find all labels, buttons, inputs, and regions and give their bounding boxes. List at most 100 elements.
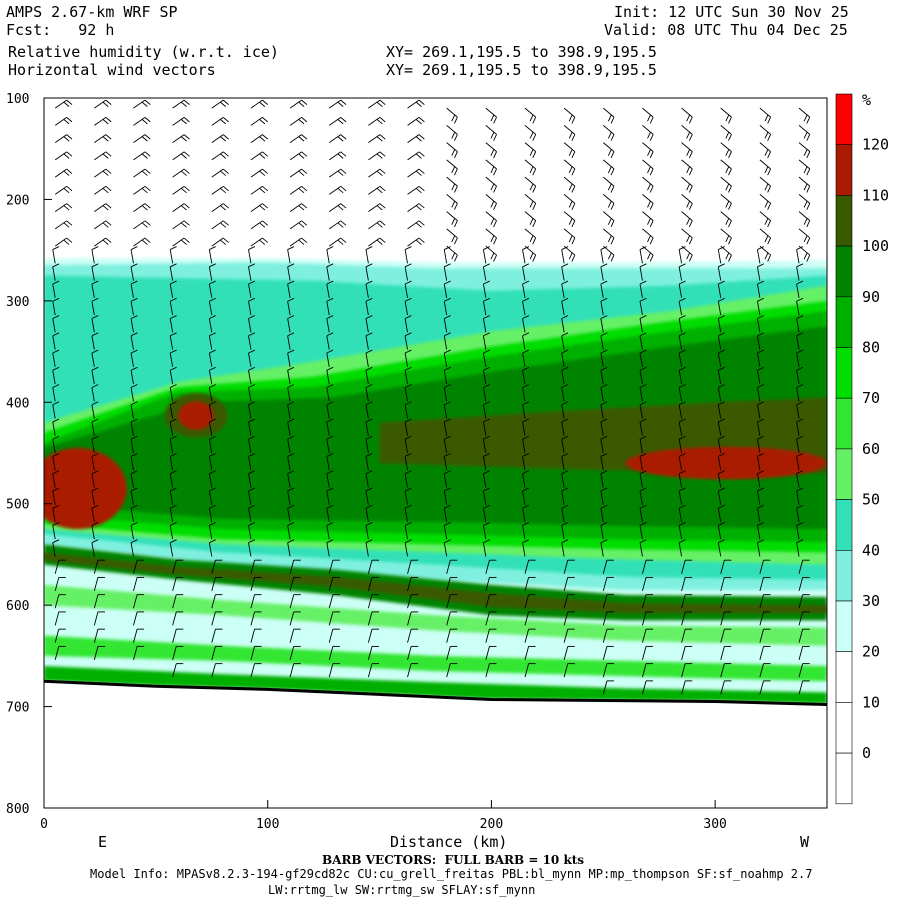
wind-barb-flag (287, 332, 295, 337)
wind-barb-flag (444, 384, 451, 388)
wind-barb-flag (610, 254, 615, 262)
wind-barb-flag (678, 332, 686, 337)
wind-barb (639, 542, 643, 557)
wind-barb (326, 508, 330, 523)
wind-barb (130, 387, 134, 402)
wind-barb-flag (600, 522, 608, 526)
wind-barb-flag (248, 470, 256, 475)
wind-barb-flag (688, 185, 693, 193)
wind-barb-flag (287, 246, 295, 250)
wind-barb-flag (209, 401, 216, 406)
wind-barb (172, 629, 177, 643)
wind-barb (404, 490, 408, 505)
wind-barb-flag (639, 435, 647, 440)
wind-barb-flag (600, 263, 608, 268)
wind-barb (91, 283, 95, 298)
wind-barb-flag (647, 252, 651, 260)
wind-barb-flag (454, 168, 458, 176)
wind-barb-flag (686, 252, 691, 260)
wind-barb-flag (209, 522, 216, 526)
wind-barb-flag (532, 168, 537, 176)
wind-barb (681, 159, 693, 170)
wind-barb-flag (170, 297, 177, 302)
wind-barb (678, 439, 683, 454)
wind-barb-flag (571, 116, 576, 124)
wind-barb-flag (365, 418, 373, 423)
wind-barb-flag (607, 235, 612, 243)
wind-barb (602, 107, 615, 118)
wind-barb-flag (678, 539, 686, 544)
wind-barb-flag (130, 384, 138, 388)
wind-barb-flag (259, 222, 266, 228)
wind-barb (130, 542, 134, 557)
wind-barb-flag (718, 504, 725, 509)
wind-barb-flag (63, 239, 70, 245)
field-label-rh: Relative humidity (w.r.t. ice) (8, 43, 279, 61)
colorbar-tick-label: 90 (862, 288, 880, 306)
wind-barb (91, 266, 95, 281)
wind-barb-flag (66, 237, 73, 243)
wind-barb-flag (688, 220, 693, 228)
wind-barb-flag (454, 185, 458, 193)
wind-barb-flag (91, 263, 99, 268)
wind-barb-flag (529, 114, 534, 122)
x-tick-label: 200 (480, 817, 503, 832)
wind-barb (642, 125, 654, 135)
wind-barb-flag (180, 205, 187, 211)
wind-barb-flag (639, 349, 647, 354)
wind-barb (404, 542, 408, 557)
wind-barb-flag (757, 504, 764, 509)
wind-barb-flag (639, 470, 647, 475)
wind-barb (642, 646, 647, 661)
wind-barb (522, 456, 526, 471)
wind-barb-flag (561, 453, 569, 457)
wind-barb (328, 134, 341, 143)
wind-barb-flag (571, 168, 576, 176)
wind-barb (642, 577, 647, 592)
wind-barb-flag (91, 332, 99, 337)
wind-barb (681, 560, 686, 574)
wind-barb-flag (209, 384, 216, 388)
wind-barb (717, 352, 722, 367)
wind-barb-flag (532, 254, 537, 262)
wind-barb (208, 370, 213, 385)
wind-barb-flag (105, 99, 112, 105)
wind-barb-flag (522, 315, 530, 319)
rh-max-blob-core (178, 401, 215, 430)
wind-barb (796, 283, 800, 298)
wind-barb-flag (91, 280, 99, 285)
wind-barb-flag (337, 187, 344, 194)
wind-barb-flag (568, 131, 573, 139)
wind-barb-flag (105, 151, 112, 157)
wind-barb-flag (63, 222, 70, 228)
wind-barb-flag (63, 119, 70, 125)
wind-barb (169, 370, 174, 385)
wind-barb (639, 335, 643, 350)
wind-barb (94, 168, 107, 178)
model-info-line2: LW:rrtmg_lw SW:rrtmg_sw SFLAY:sf_mynn (268, 883, 536, 897)
wind-barb (759, 629, 764, 643)
wind-barb (720, 125, 732, 135)
wind-barb (133, 577, 138, 592)
wind-barb (600, 387, 604, 402)
wind-barb-flag (248, 504, 256, 509)
wind-barb-flag (493, 203, 497, 210)
wind-barb-flag (757, 263, 764, 268)
wind-barb (602, 611, 608, 626)
wind-barb-flag (728, 237, 732, 245)
wind-barb (287, 370, 291, 385)
wind-barb-flag (607, 200, 612, 208)
wind-barb (446, 176, 458, 187)
wind-barb-flag (180, 153, 187, 159)
wind-barb (289, 220, 302, 230)
wind-barb (407, 611, 412, 626)
wind-barb (208, 301, 213, 316)
wind-barb (681, 629, 686, 643)
wind-barb-flag (764, 252, 769, 260)
wind-barb (678, 387, 683, 402)
wind-barb (681, 611, 686, 626)
wind-barb-flag (415, 205, 422, 211)
wind-barb-flag (568, 166, 573, 174)
wind-barb-flag (757, 366, 764, 371)
wind-barb-flag (418, 117, 425, 123)
